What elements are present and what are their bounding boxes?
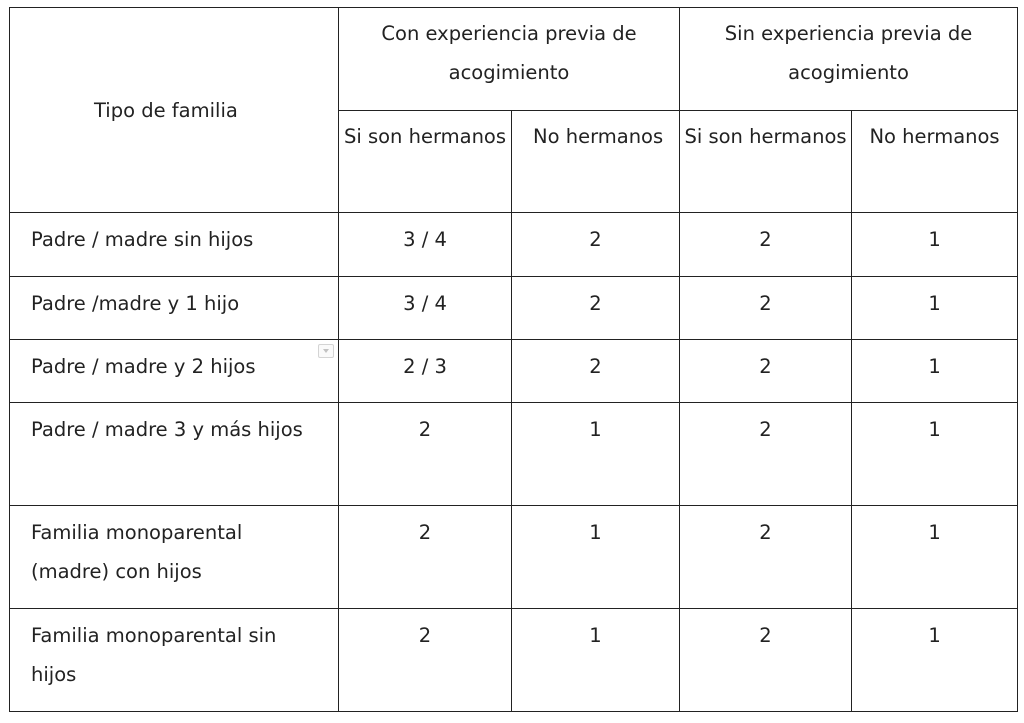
row-label: Padre / madre sin hijos: [9, 212, 339, 277]
header-row-sub: Si son hermanos No hermanos Si son herma…: [10, 110, 1019, 213]
header-no-hermanos-text: No hermanos: [533, 125, 664, 148]
header-sin-experiencia: Sin experiencia previa de acogimiento: [679, 7, 1019, 111]
row-label-cell: Padre / madre y 2 hijos: [9, 339, 339, 403]
table-row: Familia monoparental (madre) con hijos 2…: [9, 505, 1019, 609]
cell-con-no-hermanos: 1: [510, 505, 681, 609]
row-label: Padre /madre y 1 hijo: [9, 276, 339, 340]
cell-con-no-hermanos: 1: [510, 608, 681, 712]
cell-con-si-hermanos: 2 / 3: [338, 339, 512, 403]
header-tipo-familia: Tipo de familia: [9, 7, 339, 213]
cell-sin-no-hermanos: 1: [851, 402, 1019, 506]
cell-con-no-hermanos: 2: [510, 339, 681, 403]
cell-sin-no-hermanos: 1: [851, 276, 1019, 340]
cell-con-no-hermanos: 1: [510, 402, 681, 506]
cell-con-si-hermanos: 3 / 4: [338, 212, 512, 277]
cell-sin-si-hermanos: 2: [679, 276, 853, 340]
header-con-no-hermanos: No hermanos: [510, 110, 681, 213]
cell-sin-no-hermanos: 1: [851, 212, 1019, 277]
row-label: Familia monoparental sin hijos: [9, 608, 339, 712]
header-con-experiencia-text: Con experiencia previa de acogimiento: [381, 22, 637, 84]
cell-con-no-hermanos: 2: [510, 212, 681, 277]
header-con-experiencia: Con experiencia previa de acogimiento: [337, 7, 681, 111]
row-label: Padre / madre 3 y más hijos: [9, 402, 339, 506]
table-row: Familia monoparental sin hijos 2 1 2 1: [9, 608, 1019, 712]
header-sin-no-hermanos: No hermanos: [851, 110, 1019, 213]
header-sin-si-son-hermanos: Si son hermanos: [679, 110, 853, 213]
cell-sin-no-hermanos: 1: [851, 339, 1019, 403]
cell-sin-si-hermanos: 2: [679, 505, 853, 609]
row-label: Padre / madre y 2 hijos: [31, 355, 256, 378]
row-label: Familia monoparental (madre) con hijos: [9, 505, 339, 609]
table-row: Padre /madre y 1 hijo 3 / 4 2 2 1: [9, 276, 1019, 340]
cell-con-si-hermanos: 3 / 4: [338, 276, 512, 340]
table-row: Padre / madre y 2 hijos 2 / 3 2 2 1: [9, 339, 1019, 403]
cell-sin-si-hermanos: 2: [679, 402, 853, 506]
cell-sin-si-hermanos: 2: [679, 608, 853, 712]
header-tipo-familia-text: Tipo de familia: [94, 98, 238, 122]
header-row-groups: Tipo de familia Con experiencia previa d…: [9, 7, 1019, 213]
cell-sin-no-hermanos: 1: [851, 608, 1019, 712]
cell-con-si-hermanos: 2: [338, 402, 512, 506]
cell-sin-no-hermanos: 1: [851, 505, 1019, 609]
cell-sin-si-hermanos: 2: [679, 339, 853, 403]
header-no-hermanos-text: No hermanos: [869, 125, 1000, 148]
chevron-down-icon[interactable]: [318, 344, 334, 358]
cell-con-si-hermanos: 2: [338, 608, 512, 712]
header-con-si-son-hermanos: Si son hermanos: [338, 110, 512, 213]
header-si-son-hermanos-text: Si son hermanos: [684, 125, 847, 148]
header-si-son-hermanos-text: Si son hermanos: [343, 125, 507, 148]
cell-sin-si-hermanos: 2: [679, 212, 853, 277]
acogimiento-table: Tipo de familia Con experiencia previa d…: [9, 7, 1019, 712]
table-row: Padre / madre 3 y más hijos 2 1 2 1: [9, 402, 1019, 506]
header-sin-experiencia-text: Sin experiencia previa de acogimiento: [724, 22, 973, 84]
table-row: Padre / madre sin hijos 3 / 4 2 2 1: [9, 212, 1019, 277]
cell-con-no-hermanos: 2: [510, 276, 681, 340]
cell-con-si-hermanos: 2: [338, 505, 512, 609]
